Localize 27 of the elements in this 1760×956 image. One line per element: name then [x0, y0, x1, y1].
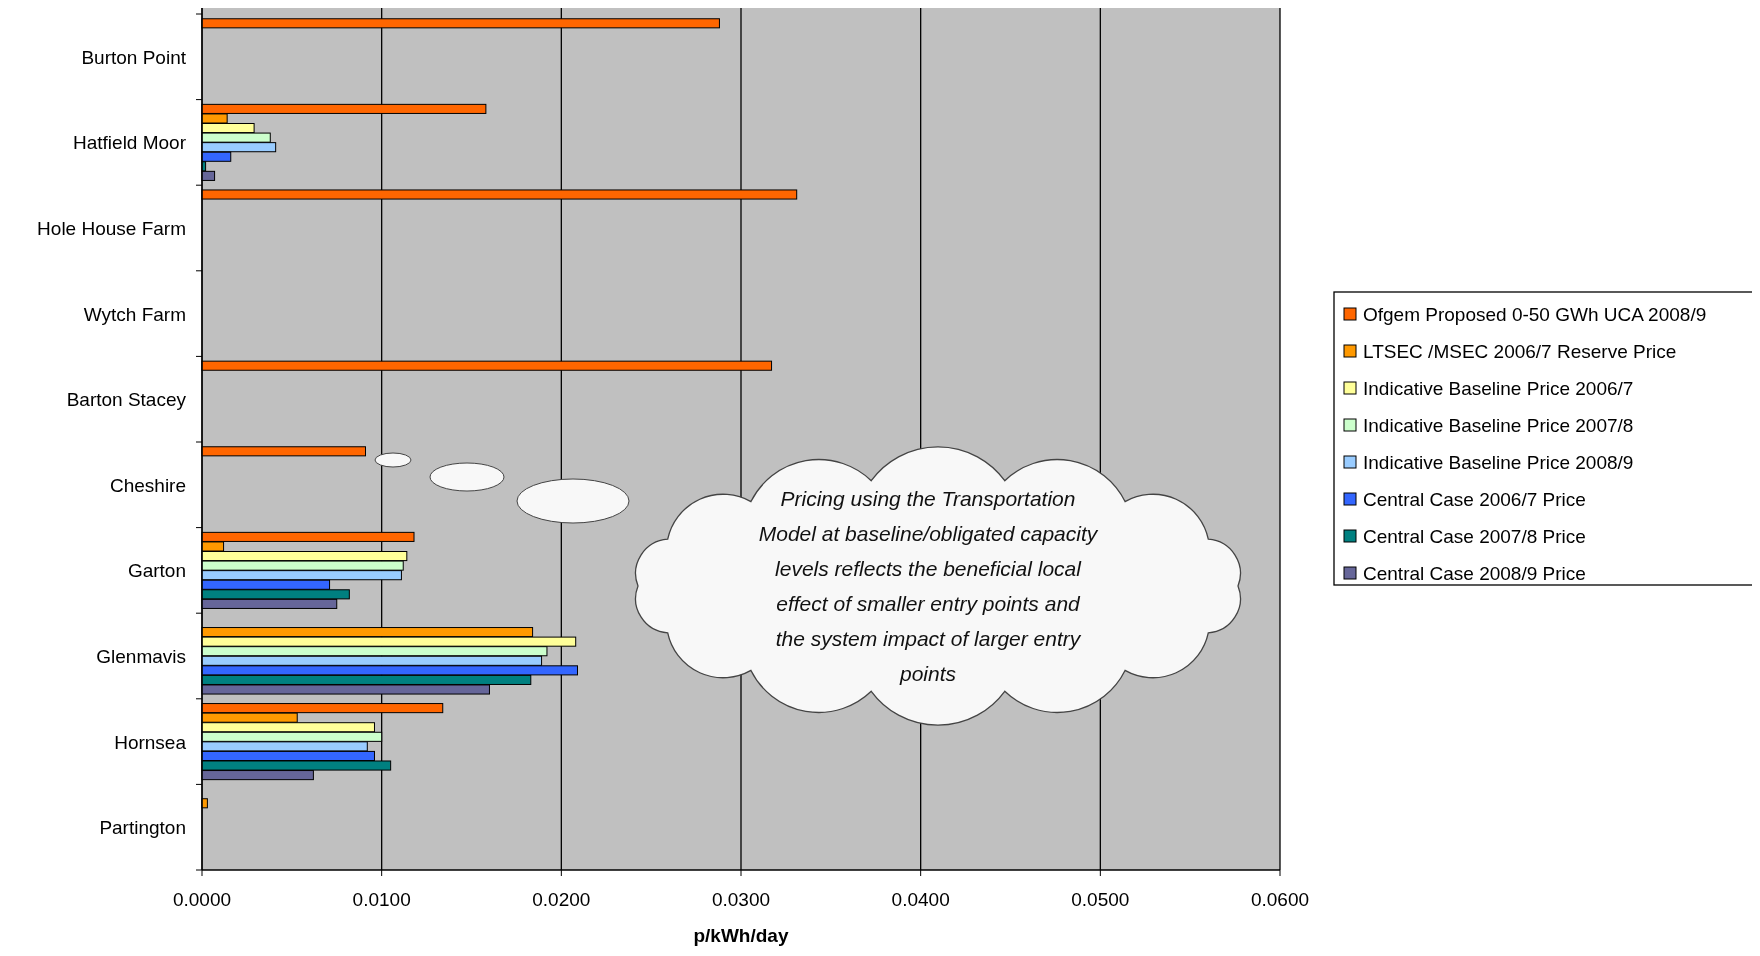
legend-label: LTSEC /MSEC 2006/7 Reserve Price — [1363, 341, 1677, 362]
annotation: Pricing using the Transportation Model at baseline/obligated capacity levels reflects the beneficial local effect of smaller entry points and the system impact of larger entry points — [758, 486, 1099, 685]
y-tick-label: Garton — [127, 560, 186, 582]
legend-label: Central Case 2007/8 Price — [1363, 526, 1586, 547]
y-tick-label: Glenmavis — [96, 646, 186, 667]
x-tick-label: 0.0500 — [1071, 889, 1130, 910]
y-tick-label: Hornsea — [114, 731, 187, 753]
legend-label: Central Case 2008/9 Price — [1363, 563, 1586, 584]
x-tick-label: 0.0100 — [352, 889, 411, 910]
legend-label: Indicative Baseline Price 2008/9 — [1363, 452, 1634, 473]
x-tick-label: 0.0400 — [891, 889, 950, 910]
x-tick-label: 0.0200 — [532, 889, 591, 910]
y-tick-label: Partington — [99, 817, 186, 839]
y-tick-label: Barton Stacey — [66, 389, 187, 411]
legend-label: Central Case 2006/7 Price — [1363, 489, 1586, 510]
y-tick-label: Hatfield Moor — [73, 132, 187, 154]
y-tick-label: Wytch Farm — [83, 303, 186, 325]
x-tick-label: 0.0300 — [711, 889, 771, 910]
x-tick-label: 0.0600 — [1250, 889, 1310, 910]
legend-label: Ofgem Proposed 0-50 GWh UCA 2008/9 — [1363, 304, 1707, 325]
legend-label: Indicative Baseline Price 2007/8 — [1363, 415, 1634, 436]
x-tick-label: 0.0000 — [172, 889, 232, 910]
legend-label: Indicative Baseline Price 2006/7 — [1363, 378, 1634, 399]
y-tick-label: Cheshire — [109, 474, 186, 496]
x-axis-title: p/kWh/day — [693, 925, 789, 946]
y-tick-label: Hole House Farm — [37, 218, 186, 239]
y-tick-label: Burton Point — [81, 46, 187, 68]
